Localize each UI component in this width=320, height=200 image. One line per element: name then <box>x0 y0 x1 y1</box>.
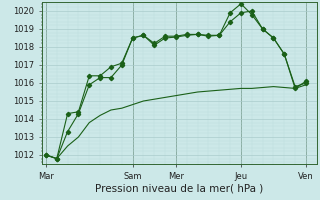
X-axis label: Pression niveau de la mer( hPa ): Pression niveau de la mer( hPa ) <box>95 183 263 193</box>
